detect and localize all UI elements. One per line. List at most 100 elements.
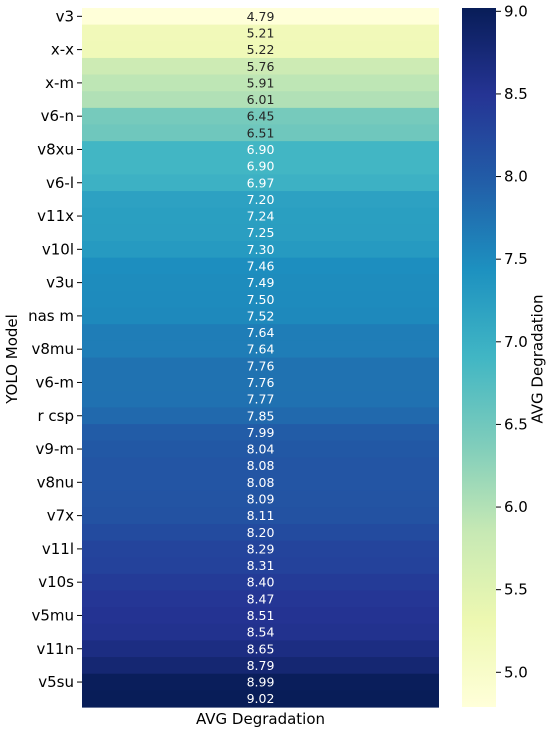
row-tick-label: v10l bbox=[42, 240, 74, 258]
heatmap-cell bbox=[82, 540, 439, 558]
cell-value-label: 8.79 bbox=[247, 658, 275, 673]
heatmap-cell bbox=[82, 440, 439, 458]
cell-value-label: 6.45 bbox=[247, 109, 275, 124]
row-tick-label: v11n bbox=[37, 640, 74, 658]
cell-value-label: 4.79 bbox=[247, 9, 275, 24]
cell-value-label: 7.46 bbox=[247, 258, 275, 273]
cell-value-label: 8.11 bbox=[247, 508, 275, 523]
row-tick-label: v10s bbox=[38, 573, 74, 591]
colorbar-tick-label: 8.5 bbox=[504, 85, 528, 103]
row-tick-label: v9-m bbox=[36, 440, 74, 458]
cell-value-label: 6.90 bbox=[247, 142, 275, 157]
row-tick-label: r csp bbox=[37, 407, 74, 425]
heatmap-cell bbox=[82, 274, 439, 292]
cell-value-label: 8.04 bbox=[247, 442, 275, 457]
cell-value-label: 8.29 bbox=[247, 541, 275, 556]
cell-value-label: 8.65 bbox=[247, 641, 275, 656]
colorbar-tick-label: 9.0 bbox=[504, 2, 528, 20]
heatmap-cell bbox=[82, 74, 439, 92]
cell-value-label: 7.25 bbox=[247, 225, 275, 240]
y-axis-label-text: YOLO Model bbox=[3, 313, 21, 404]
heatmap-cell bbox=[82, 207, 439, 225]
cell-value-label: 6.97 bbox=[247, 175, 275, 190]
row-tick-label: nas m bbox=[28, 307, 74, 325]
cell-value-label: 9.02 bbox=[247, 691, 275, 706]
row-tick-label: v8xu bbox=[37, 140, 74, 158]
heatmap-cell bbox=[82, 623, 439, 642]
cell-value-label: 7.64 bbox=[247, 325, 275, 340]
heatmap-cell bbox=[82, 257, 439, 275]
row-tick-labels: v3 x-x x-m v6-n v8xu v6-l v11x v10l v3u nas m v8mu… bbox=[28, 7, 82, 691]
heatmap-cell bbox=[82, 357, 439, 375]
colorbar-gradient bbox=[462, 8, 496, 707]
heatmap-cell bbox=[82, 41, 439, 59]
row-tick-label: x-x bbox=[51, 41, 74, 59]
heatmap-cell bbox=[82, 374, 439, 392]
x-axis-label: AVG Degradation bbox=[195, 710, 326, 728]
heatmap-cell bbox=[82, 390, 439, 409]
colorbar-tick-label: 6.0 bbox=[504, 498, 528, 516]
cell-value-label: 8.51 bbox=[247, 608, 275, 623]
heatmap-cell bbox=[82, 457, 439, 475]
row-tick-label: v3 bbox=[56, 7, 74, 25]
heatmap-cell bbox=[82, 424, 439, 442]
cell-value-label: 7.24 bbox=[247, 209, 275, 224]
heatmap-cell bbox=[82, 407, 439, 425]
heatmap-cell bbox=[82, 307, 439, 325]
heatmap-cell bbox=[82, 340, 439, 359]
heatmap-cell bbox=[82, 507, 439, 525]
cell-value-label: 7.99 bbox=[247, 425, 275, 440]
row-tick-label: v8nu bbox=[37, 473, 74, 491]
heatmap-cell bbox=[82, 141, 439, 159]
cell-value-label: 7.20 bbox=[247, 192, 275, 207]
heatmap-cell bbox=[82, 590, 439, 608]
cell-value-label: 6.01 bbox=[247, 92, 275, 107]
row-tick-label: v8mu bbox=[31, 340, 74, 358]
colorbar-label-text: AVG Degradation bbox=[529, 293, 547, 424]
cell-value-label: 5.22 bbox=[247, 42, 275, 57]
heatmap-cells: 4.795.21 5.22 5.765.91 6.01 6.456.51 6.90 6.90… bbox=[82, 8, 439, 708]
colorbar: 5.0 5.5 6.0 6.5 7.0 7.5 8.0 8.5 9.0 bbox=[462, 2, 528, 707]
heatmap-cell bbox=[82, 107, 439, 126]
heatmap-cell bbox=[82, 573, 439, 592]
cell-value-label: 5.91 bbox=[247, 75, 275, 90]
heatmap-cell bbox=[82, 523, 439, 542]
cell-value-label: 8.08 bbox=[247, 458, 275, 473]
colorbar-tick-label: 7.0 bbox=[504, 333, 528, 351]
heatmap-cell bbox=[82, 24, 439, 42]
heatmap-cell bbox=[82, 607, 439, 625]
row-tick-label: v7x bbox=[47, 507, 74, 525]
cell-value-label: 7.76 bbox=[247, 358, 275, 373]
cell-value-label: 7.49 bbox=[247, 275, 275, 290]
heatmap-cell bbox=[82, 690, 439, 708]
heatmap-cell bbox=[82, 474, 439, 492]
cell-value-label: 8.54 bbox=[247, 625, 275, 640]
cell-value-label: 8.20 bbox=[247, 525, 275, 540]
row-tick-label: v11l bbox=[42, 540, 74, 558]
cell-value-label: 8.09 bbox=[247, 491, 275, 506]
cell-value-label: 8.99 bbox=[247, 675, 275, 690]
cell-value-label: 8.47 bbox=[247, 591, 275, 606]
colorbar-tick-label: 5.0 bbox=[504, 663, 528, 681]
row-tick-label: v5su bbox=[38, 673, 74, 691]
heatmap-cell bbox=[82, 8, 439, 26]
colorbar-tick-label: 8.0 bbox=[504, 168, 528, 186]
row-tick-label: v11x bbox=[37, 207, 74, 225]
cell-value-label: 5.21 bbox=[247, 25, 275, 40]
cell-value-label: 5.76 bbox=[247, 59, 275, 74]
cell-value-label: 6.90 bbox=[247, 159, 275, 174]
cell-value-label: 7.77 bbox=[247, 392, 275, 407]
heatmap-cell bbox=[82, 224, 439, 242]
cell-value-label: 7.50 bbox=[247, 292, 275, 307]
cell-value-label: 7.52 bbox=[247, 308, 275, 323]
heatmap-cell bbox=[82, 490, 439, 508]
colorbar-tick-label: 7.5 bbox=[504, 250, 528, 268]
heatmap-cell bbox=[82, 91, 439, 109]
cell-value-label: 7.30 bbox=[247, 242, 275, 257]
heatmap-cell bbox=[82, 57, 439, 76]
heatmap-cell bbox=[82, 657, 439, 675]
row-tick-label: v3u bbox=[46, 274, 74, 292]
row-tick-label: v6-n bbox=[41, 107, 74, 125]
colorbar-label: AVG Degradation bbox=[528, 10, 548, 707]
